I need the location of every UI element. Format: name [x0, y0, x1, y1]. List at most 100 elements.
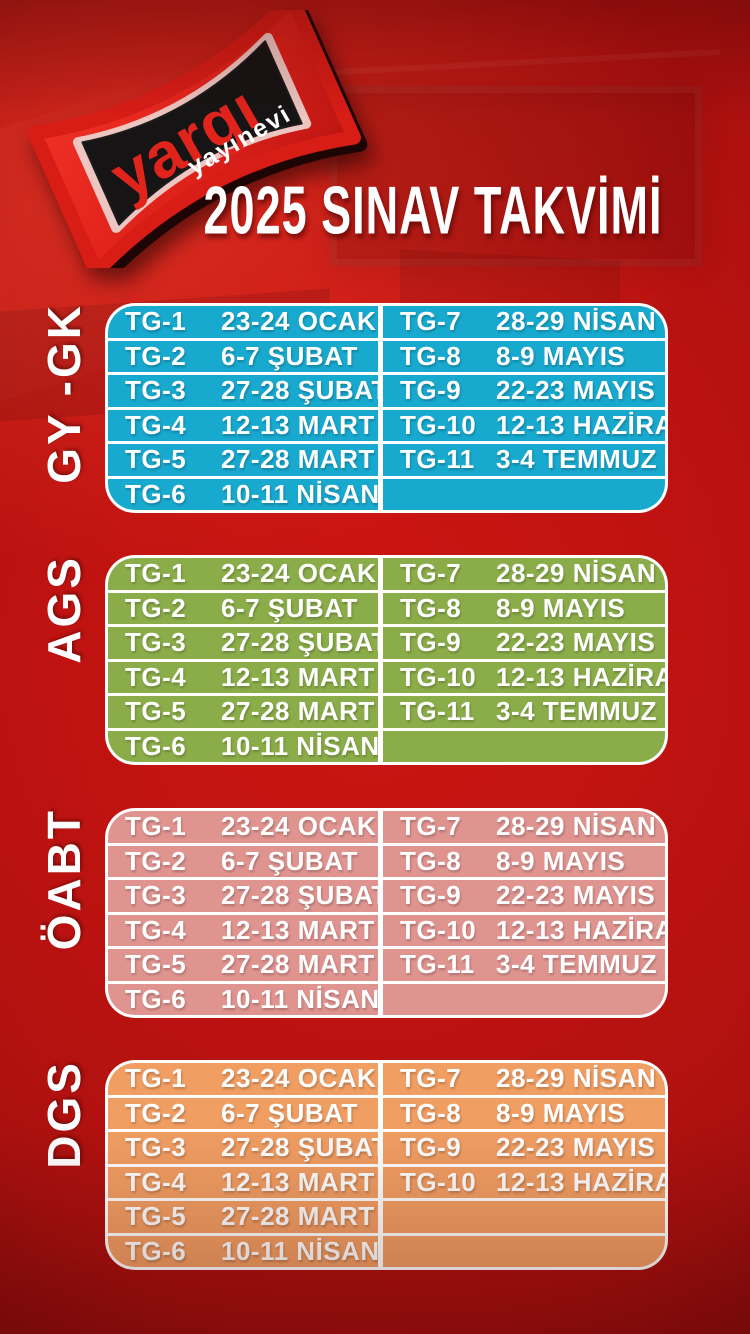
exam-code: TG-5: [125, 444, 187, 475]
exam-section: ÖABT TG-1 23-24 OCAK TG-2 6-7 ŞUBAT TG-3…: [0, 808, 750, 1018]
schedule-row: [383, 980, 665, 1016]
exam-code: TG-8: [400, 1097, 462, 1128]
exam-date: 27-28 MART: [221, 1201, 375, 1232]
schedule-row: TG-6 10-11 NİSAN: [108, 727, 378, 763]
exam-date: 8-9 MAYIS: [496, 592, 626, 623]
exam-code: TG-3: [125, 375, 187, 406]
schedule-table: TG-1 23-24 OCAK TG-2 6-7 ŞUBAT TG-3 27-2…: [105, 555, 668, 765]
exam-date: 27-28 ŞUBAT: [221, 627, 378, 658]
schedule-row: TG-6 10-11 NİSAN: [108, 475, 378, 511]
exam-code: TG-8: [400, 845, 462, 876]
schedule-row: TG-7 28-29 NİSAN: [383, 306, 665, 338]
schedule-row: TG-2 6-7 ŞUBAT: [108, 1094, 378, 1130]
exam-date: 28-29 NİSAN: [496, 811, 657, 842]
exam-section: DGS TG-1 23-24 OCAK TG-2 6-7 ŞUBAT TG-3 …: [0, 1060, 750, 1270]
schedule-row: TG-1 23-24 OCAK: [108, 811, 378, 843]
schedule-row: TG-8 8-9 MAYIS: [383, 337, 665, 373]
schedule-table: TG-1 23-24 OCAK TG-2 6-7 ŞUBAT TG-3 27-2…: [105, 1060, 668, 1270]
exam-date: 23-24 OCAK: [221, 306, 377, 337]
schedule-row: TG-5 27-28 MART: [108, 693, 378, 728]
exam-section: GY -GK TG-1 23-24 OCAK TG-2 6-7 ŞUBAT TG…: [0, 303, 750, 513]
exam-date: 10-11 NİSAN: [221, 478, 378, 509]
schedule-panel-left: TG-1 23-24 OCAK TG-2 6-7 ŞUBAT TG-3 27-2…: [105, 303, 378, 513]
schedule-row: TG-10 12-13 HAZİRAN: [383, 658, 665, 694]
exam-date: 8-9 MAYIS: [496, 340, 626, 371]
exam-code: TG-10: [400, 409, 477, 440]
exam-date: 22-23 MAYIS: [496, 375, 656, 406]
exam-date: 27-28 MART: [221, 696, 375, 727]
panel-divider: [378, 555, 383, 765]
exam-code: TG-10: [400, 914, 477, 945]
exam-date: 3-4 TEMMUZ: [496, 444, 657, 475]
schedule-panel-right: TG-7 28-29 NİSAN TG-8 8-9 MAYIS TG-9 22-…: [383, 808, 668, 1018]
panel-divider: [378, 1060, 383, 1270]
section-label: GY -GK: [26, 303, 102, 513]
schedule-row: TG-3 27-28 ŞUBAT: [108, 372, 378, 407]
schedule-row: TG-8 8-9 MAYIS: [383, 1094, 665, 1130]
exam-code: TG-2: [125, 592, 187, 623]
schedule-row: TG-4 12-13 MART: [108, 1163, 378, 1199]
exam-date: 6-7 ŞUBAT: [221, 592, 358, 623]
exam-date: 27-28 ŞUBAT: [221, 375, 378, 406]
exam-date: 27-28 MART: [221, 949, 375, 980]
section-label: ÖABT: [26, 808, 102, 1018]
exam-date: 23-24 OCAK: [221, 1063, 377, 1094]
schedule-row: TG-9 22-23 MAYIS: [383, 372, 665, 407]
exam-code: TG-6: [125, 983, 187, 1014]
exam-code: TG-8: [400, 340, 462, 371]
exam-code: TG-9: [400, 627, 462, 658]
exam-code: TG-2: [125, 1097, 187, 1128]
exam-code: TG-7: [400, 306, 462, 337]
exam-date: 3-4 TEMMUZ: [496, 949, 657, 980]
exam-code: TG-8: [400, 592, 462, 623]
section-label: AGS: [26, 555, 102, 765]
exam-code: TG-6: [125, 478, 187, 509]
exam-code: TG-3: [125, 1132, 187, 1163]
exam-date: 12-13 MART: [221, 914, 375, 945]
exam-code: TG-3: [125, 880, 187, 911]
schedule-row: TG-5 27-28 MART: [108, 1198, 378, 1233]
exam-date: 6-7 ŞUBAT: [221, 1097, 358, 1128]
schedule-panel-left: TG-1 23-24 OCAK TG-2 6-7 ŞUBAT TG-3 27-2…: [105, 1060, 378, 1270]
schedule-row: TG-4 12-13 MART: [108, 658, 378, 694]
schedule-row: TG-4 12-13 MART: [108, 911, 378, 947]
exam-date: 12-13 MART: [221, 1166, 375, 1197]
exam-code: TG-10: [400, 1166, 477, 1197]
exam-date: 12-13 HAZİRAN: [496, 409, 665, 440]
exam-date: 22-23 MAYIS: [496, 627, 656, 658]
panel-divider: [378, 808, 383, 1018]
schedule-row: TG-11 3-4 TEMMUZ: [383, 946, 665, 981]
exam-code: TG-1: [125, 558, 187, 589]
exam-date: 12-13 HAZİRAN: [496, 914, 665, 945]
poster-title: 2025 SINAV TAKVİMİ: [203, 172, 663, 249]
section-label-text: ÖABT: [38, 808, 90, 951]
schedule-row: TG-10 12-13 HAZİRAN: [383, 911, 665, 947]
schedule-panel-right: TG-7 28-29 NİSAN TG-8 8-9 MAYIS TG-9 22-…: [383, 555, 668, 765]
schedule-row: [383, 475, 665, 511]
section-label-text: DGS: [38, 1060, 90, 1169]
exam-code: TG-11: [400, 696, 475, 727]
exam-date: 6-7 ŞUBAT: [221, 340, 358, 371]
exam-code: TG-4: [125, 661, 187, 692]
exam-code: TG-11: [400, 444, 475, 475]
schedule-row: TG-2 6-7 ŞUBAT: [108, 589, 378, 625]
schedule-row: TG-10 12-13 HAZİRAN: [383, 1163, 665, 1199]
schedule-row: TG-3 27-28 ŞUBAT: [108, 1129, 378, 1164]
schedule-row: TG-9 22-23 MAYIS: [383, 624, 665, 659]
schedule-row: TG-7 28-29 NİSAN: [383, 1063, 665, 1095]
section-label-text: GY -GK: [38, 303, 90, 484]
schedule-row: [383, 1198, 665, 1233]
schedule-row: TG-3 27-28 ŞUBAT: [108, 877, 378, 912]
schedule-row: TG-5 27-28 MART: [108, 946, 378, 981]
schedule-row: TG-1 23-24 OCAK: [108, 558, 378, 590]
exam-date: 23-24 OCAK: [221, 811, 377, 842]
exam-code: TG-1: [125, 306, 187, 337]
schedule-row: TG-11 3-4 TEMMUZ: [383, 693, 665, 728]
exam-date: 12-13 HAZİRAN: [496, 1166, 665, 1197]
exam-code: TG-1: [125, 1063, 187, 1094]
schedule-row: TG-1 23-24 OCAK: [108, 306, 378, 338]
schedule-row: TG-3 27-28 ŞUBAT: [108, 624, 378, 659]
schedule-row: TG-7 28-29 NİSAN: [383, 558, 665, 590]
exam-code: TG-2: [125, 845, 187, 876]
